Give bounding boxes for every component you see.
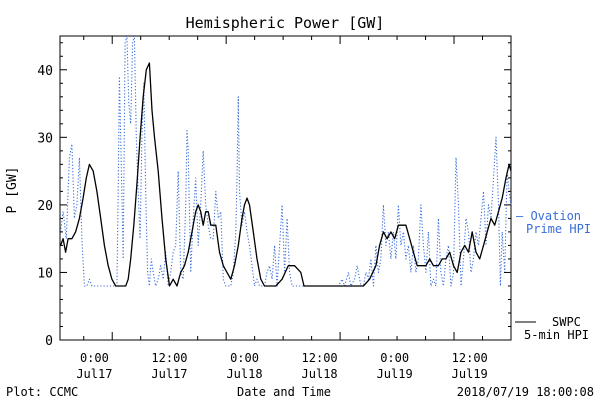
- x-tick-label-time: 0:00: [230, 351, 259, 365]
- x-tick-label-time: 0:00: [80, 351, 109, 365]
- x-tick-label-date: Jul18: [226, 367, 262, 381]
- tick-layer: 0 10 20 30 40 0:00 Jul17 12:00 Jul17 0:00 Jul18 12:…: [37, 36, 512, 381]
- x-tick-label-date: Jul19: [377, 367, 413, 381]
- legend-ovation-line1: – Ovation: [516, 209, 581, 223]
- x-tick-label-date: Jul18: [302, 367, 338, 381]
- legend-swpc-line1: SWPC: [552, 315, 581, 329]
- y-axis-label: P [GW]: [5, 167, 20, 214]
- y-tick-label: 40: [37, 64, 53, 79]
- y-tick-label: 20: [37, 199, 53, 214]
- series-ovation-prime-line: [60, 35, 512, 287]
- x-tick-label-time: 0:00: [380, 351, 409, 365]
- plot-axes: [59, 35, 512, 341]
- chart-title: Hemispheric Power [GW]: [186, 14, 385, 32]
- x-tick-label-time: 12:00: [302, 351, 338, 365]
- x-tick-label-date: Jul17: [76, 367, 112, 381]
- legend-ovation-line2: Prime HPI: [526, 222, 591, 236]
- plot-frame: [59, 35, 512, 341]
- x-tick-label-time: 12:00: [452, 351, 488, 365]
- y-tick-label: 10: [37, 266, 53, 281]
- y-tick-label: 0: [45, 334, 53, 349]
- x-tick-label-date: Jul17: [151, 367, 187, 381]
- footer-plot-credit: Plot: CCMC: [6, 385, 78, 399]
- y-tick-label: 30: [37, 131, 53, 146]
- series-layer: [59, 35, 512, 287]
- series-swpc-line: [59, 62, 512, 287]
- footer-timestamp: 2018/07/19 18:00:08: [457, 385, 594, 399]
- x-axis-label: Date and Time: [237, 385, 331, 399]
- legend-swpc-line2: 5-min HPI: [524, 328, 589, 342]
- x-tick-label-date: Jul19: [452, 367, 488, 381]
- x-tick-label-time: 12:00: [151, 351, 187, 365]
